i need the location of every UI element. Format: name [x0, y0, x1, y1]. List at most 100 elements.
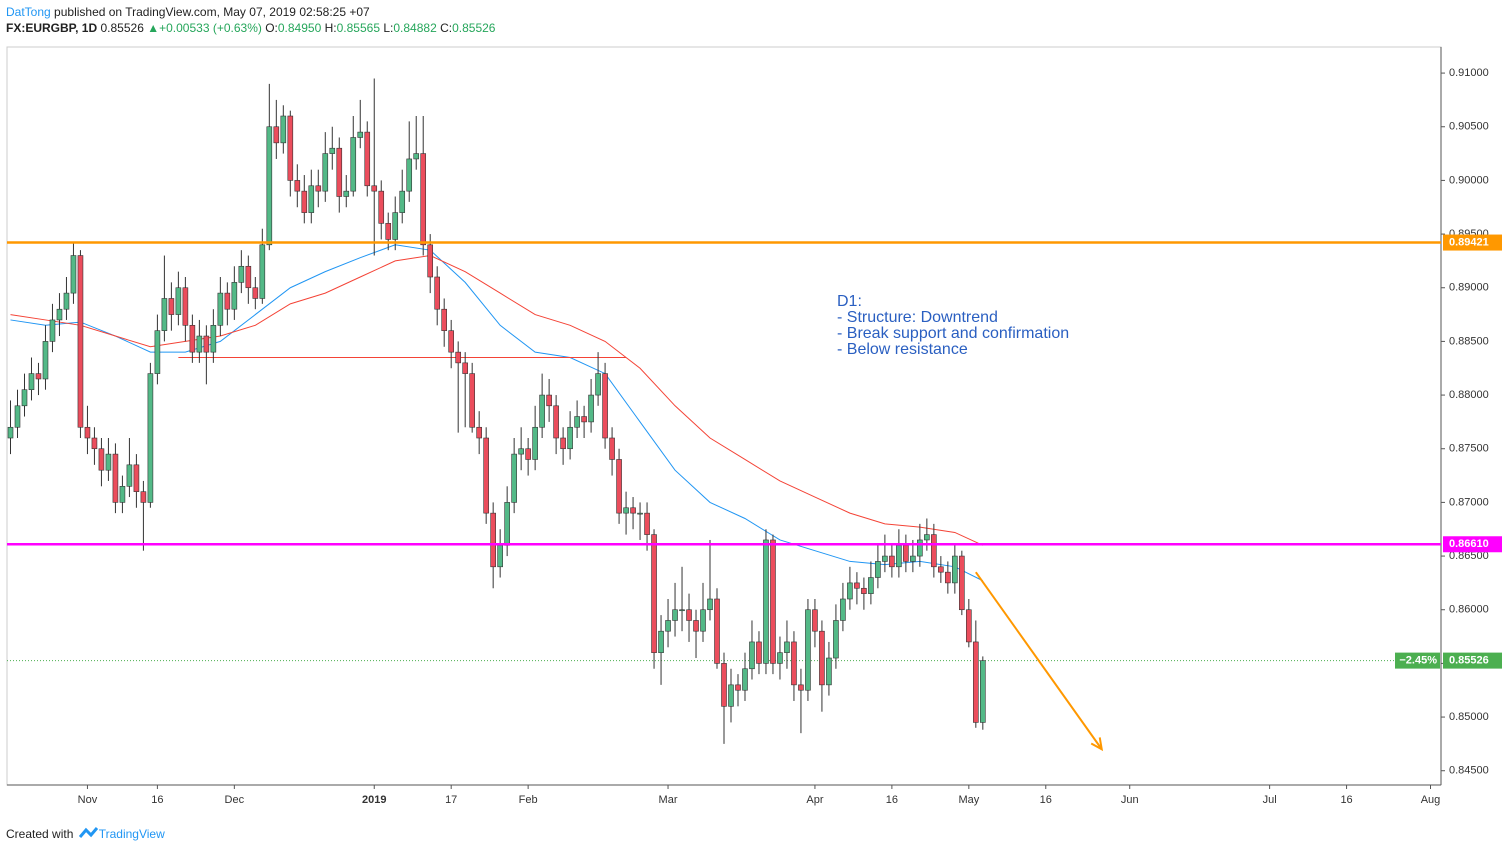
x-tick-label: Nov	[78, 794, 98, 806]
candle-body	[595, 373, 601, 396]
candle-body	[329, 147, 336, 154]
created-with: Created with	[6, 827, 74, 841]
candle-body	[504, 502, 510, 546]
last: 0.85526	[100, 21, 144, 35]
candle-body	[910, 555, 916, 562]
candle-body	[287, 115, 294, 181]
candle-body	[182, 287, 189, 326]
candle-body	[581, 416, 587, 423]
candle-body	[189, 325, 196, 353]
brand[interactable]: TradingView	[98, 827, 165, 841]
annotation-line: - Structure: Downtrend	[837, 309, 998, 326]
candle-body	[749, 641, 755, 670]
candle-body	[840, 598, 846, 621]
candle-body	[868, 577, 874, 594]
moving-average	[10, 255, 984, 546]
candle-body	[350, 137, 357, 192]
candle-body	[406, 158, 413, 192]
y-tick-label: 0.90000	[1449, 174, 1489, 186]
candle-body	[553, 405, 559, 439]
candle-body	[525, 448, 531, 460]
header-line-1: DatTong published on TradingView.com, Ma…	[6, 5, 370, 19]
candle-body	[714, 598, 720, 664]
candle-body	[161, 298, 168, 331]
change-label: −2.45%	[1399, 655, 1437, 667]
candle-body	[588, 394, 594, 423]
candle-body	[217, 292, 224, 326]
logo-mark	[78, 827, 98, 838]
candle-body	[231, 282, 238, 310]
author[interactable]: DatTong	[6, 5, 51, 19]
candle-body	[84, 426, 91, 439]
arrow-line	[975, 571, 1103, 750]
candle-body	[70, 255, 77, 294]
candle-body	[693, 620, 699, 632]
candle-body	[637, 512, 643, 515]
candle-body	[896, 545, 902, 568]
candle-body	[497, 545, 503, 568]
candle-body	[672, 609, 678, 621]
candle-body	[532, 426, 538, 460]
candle-body	[966, 609, 972, 643]
candle-body	[483, 437, 489, 514]
candle-body	[196, 335, 203, 353]
x-tick-label: 2019	[362, 794, 386, 806]
candle-body	[245, 265, 252, 289]
candle-body	[112, 453, 119, 503]
candle-body	[210, 325, 217, 353]
change-box	[1395, 652, 1440, 669]
candle-body	[938, 566, 944, 573]
candle-body	[140, 491, 147, 503]
candle-body	[826, 657, 832, 686]
candle-body	[756, 641, 762, 664]
x-tick-label: Aug	[1421, 794, 1441, 806]
candle-body	[56, 308, 63, 321]
candle-body	[658, 630, 664, 653]
y-tick-label: 0.87500	[1449, 443, 1489, 455]
logo	[78, 827, 98, 838]
candle-body	[301, 190, 308, 213]
candle-body	[77, 255, 84, 428]
y-tick-label: 0.91000	[1449, 67, 1489, 79]
l-label: L:	[383, 21, 394, 35]
candle-body	[35, 373, 42, 380]
candle-body	[336, 147, 343, 197]
o-label: O:	[265, 21, 278, 35]
candle-body	[560, 437, 566, 450]
level-label: 0.86610	[1449, 538, 1489, 550]
candle-body	[644, 512, 650, 535]
candle-body	[280, 115, 287, 144]
x-tick-label: Mar	[659, 794, 678, 806]
moving-average	[10, 244, 984, 582]
y-tick-label: 0.85000	[1449, 711, 1489, 723]
candle-body	[266, 126, 273, 246]
candle-body	[875, 561, 881, 578]
candle-body	[602, 373, 608, 439]
close: 0.85526	[452, 21, 496, 35]
candle-body	[630, 507, 636, 514]
candle-body	[518, 448, 524, 455]
candle-body	[42, 341, 49, 380]
x-tick-label: May	[958, 794, 979, 806]
candle-body	[728, 684, 734, 707]
candle-body	[539, 394, 545, 428]
candle-body	[854, 582, 860, 589]
y-tick-label: 0.88500	[1449, 335, 1489, 347]
header-line-2: FX:EURGBP, 1D 0.85526 ▲+0.00533 (+0.63%)…	[6, 21, 495, 35]
x-tick-label: Feb	[519, 794, 538, 806]
candle-body	[14, 405, 21, 428]
candle-body	[721, 663, 727, 707]
candle-body	[798, 684, 804, 691]
footer: Created with TradingView	[6, 824, 165, 841]
x-tick-label: Jun	[1121, 794, 1139, 806]
candle-body	[511, 453, 517, 503]
candle-body	[343, 190, 350, 197]
candle-body	[770, 539, 776, 664]
candle-body	[665, 620, 671, 632]
y-tick-label: 0.86500	[1449, 550, 1489, 562]
y-tick-label: 0.84500	[1449, 765, 1489, 777]
x-tick-label: 16	[1040, 794, 1052, 806]
candle-body	[784, 641, 790, 653]
low: 0.84882	[393, 21, 437, 35]
candle-body	[959, 555, 965, 611]
